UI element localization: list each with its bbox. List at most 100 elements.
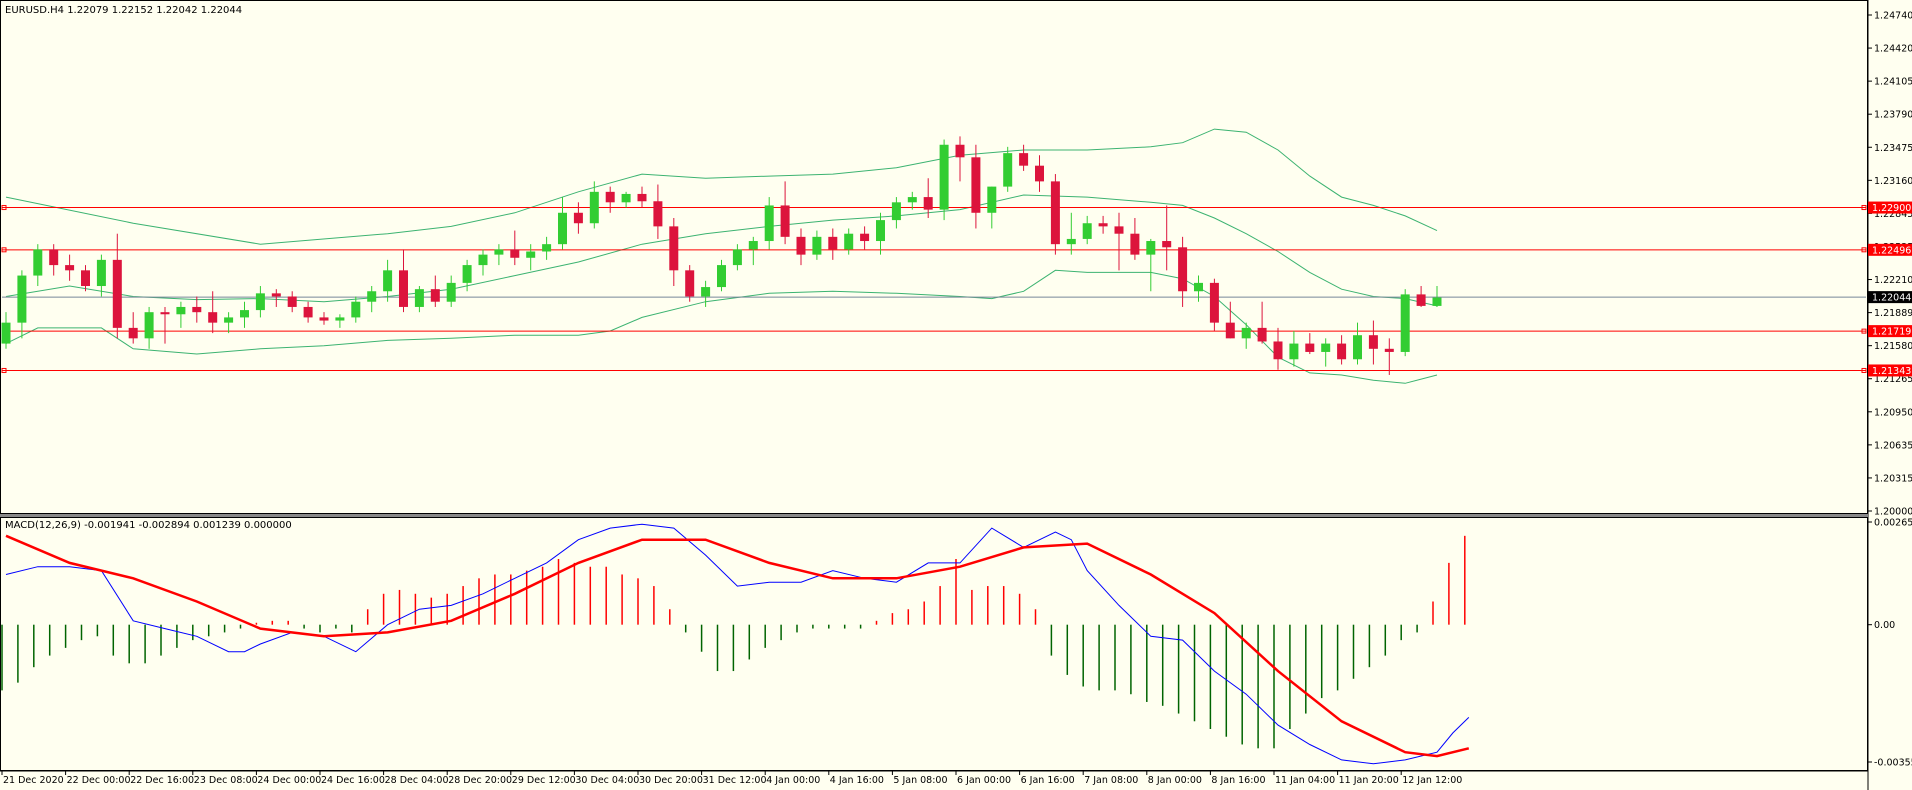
candle-body [1050,181,1060,245]
candle-body [1368,335,1378,349]
time-tick-label: 29 Dec 12:00 [512,775,576,786]
candle-body [1416,294,1426,306]
candle-body [907,197,917,203]
candle-body [81,270,90,287]
candle-body [49,249,59,266]
candle-body [462,265,472,283]
candle-body [367,291,377,302]
candle-body [780,205,790,237]
candle-body [844,233,854,250]
price-tick-label: 1.24105 [1874,77,1912,88]
level-anchor-right-4 [1861,367,1867,373]
pane-separator[interactable] [0,514,1868,517]
candle-body [923,197,933,210]
time-tick-label: 28 Dec 04:00 [385,775,449,786]
candle-body [208,312,218,323]
time-tick-label: 5 Jan 08:00 [893,775,947,786]
candle-body [1130,233,1140,255]
candle-body [876,220,885,242]
candle-body [287,296,297,307]
time-tick-label: 6 Jan 00:00 [957,775,1011,786]
level-anchor-4 [1,367,7,373]
candle-body [128,327,138,339]
macd-title: MACD(12,26,9) -0.001941 -0.002894 0.0012… [5,520,292,531]
price-tick-label: 1.20635 [1874,440,1912,451]
candle-body [446,282,456,302]
time-tick-label: 24 Dec 00:00 [257,775,321,786]
candle-body [669,226,679,271]
price-tick-label: 1.20950 [1874,407,1912,418]
time-tick-label: 12 Jan 12:00 [1402,775,1462,786]
price-tick-label: 1.21889 [1874,308,1912,319]
candle-body [303,306,313,318]
candle-body [144,312,154,339]
horizontal-levels [1,205,1867,373]
level-price-box [1868,364,1912,377]
candle-body [96,259,106,287]
price-tick-label: 1.23475 [1874,143,1912,154]
price-tick-label: 1.23790 [1874,110,1912,121]
candle-body [812,236,822,255]
macd-signal-line [5,534,1470,758]
candle-body [1066,238,1076,245]
level-price-label: 1.21343 [1872,366,1911,377]
candle-body [271,293,281,297]
candle-body [65,265,75,271]
candle-body [1082,223,1092,239]
candle-body [1114,226,1124,234]
macd-pane: MACD(12,26,9) -0.001941 -0.002894 0.0012… [0,517,1868,771]
price-pane: EURUSD.H4 1.22079 1.22152 1.22042 1.2204… [0,0,1868,514]
candle-body [1225,322,1235,339]
time-tick-label: 11 Jan 20:00 [1339,775,1399,786]
candle-body [33,249,43,276]
price-tick-label: 1.22210 [1874,275,1912,286]
candle-body [653,201,663,227]
price-tick-label: 1.23160 [1874,176,1912,187]
time-tick-label: 21 Dec 2020 [3,775,64,786]
candle-body [1353,335,1362,360]
candle-body [1257,327,1267,342]
macd-tick-label: 0.00 [1874,620,1895,631]
price-tick-label: 1.22845 [1874,209,1912,220]
candle-body [971,157,981,213]
candle-body [1432,297,1442,306]
candle-body [764,205,774,242]
price-tick-label: 1.20000 [1874,507,1912,518]
candle-body [112,259,122,328]
candle-body [637,193,647,202]
candle-body [701,287,711,297]
candle-body [717,265,726,288]
candle-body [621,193,631,203]
macd-histogram [1,535,1466,749]
candle-body [1178,247,1188,292]
macd-axis: 0.002658 0.00 -0.003554 [1868,518,1912,769]
candle-body [478,254,488,266]
candle-body [240,310,249,318]
level-price-label: 1.21719 [1872,327,1911,338]
time-tick-label: 31 Dec 12:00 [703,775,767,786]
level-anchor-right-1 [1861,205,1867,211]
bollinger-lower-line [5,269,1438,384]
time-tick-label: 23 Dec 08:00 [194,775,258,786]
candle-body [860,233,870,242]
candle-body [748,241,758,250]
candle-body [573,212,583,224]
price-tick-label: 1.20315 [1874,473,1912,484]
current-price-box [1868,291,1912,304]
candle-body [430,289,440,302]
candle-body [383,270,393,292]
candle-body [732,249,742,266]
candle-body [399,270,408,307]
price-tick-label: 1.21265 [1874,374,1912,385]
candle-body [1194,282,1203,292]
time-tick-label: 22 Dec 16:00 [130,775,194,786]
level-price-box [1868,325,1912,338]
candle-body [1146,241,1156,255]
level-price-label: 1.22496 [1872,245,1911,256]
candle-body [558,212,567,245]
candle-body [685,270,695,297]
level-anchor-right-3 [1861,328,1867,334]
candle-body [1,322,11,344]
